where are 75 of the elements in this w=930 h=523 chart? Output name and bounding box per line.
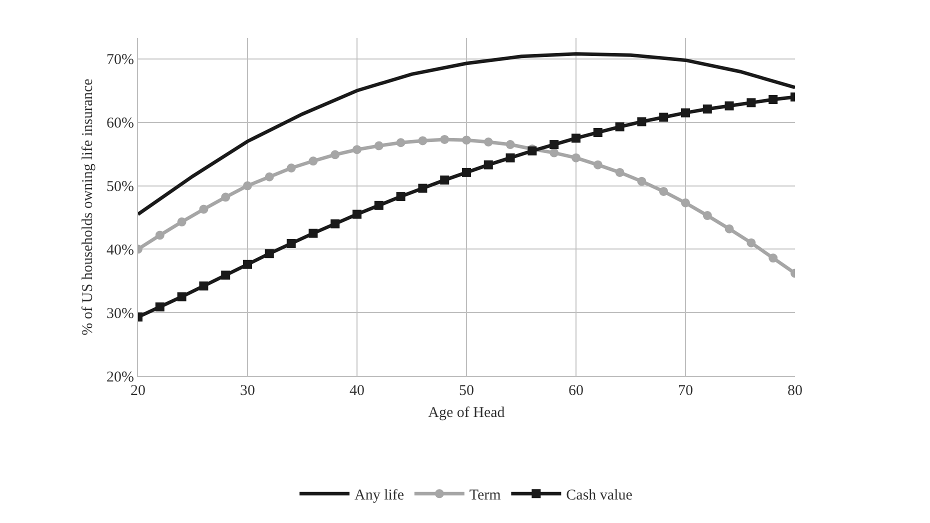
point [659,186,668,196]
x-tick-label: 30 [240,383,255,399]
legend-label: Cash value [566,488,633,504]
point [264,172,274,182]
point [484,160,493,170]
point [681,108,690,118]
point [593,128,602,137]
point [221,192,230,202]
x-tick-label: 50 [459,383,474,399]
x-tick-label: 70 [678,383,693,399]
point [264,249,274,258]
point [221,270,230,280]
point [702,104,712,114]
point [550,140,559,150]
point [330,219,340,228]
point [724,101,734,110]
point [462,136,471,145]
point [637,117,646,126]
point [484,138,493,146]
point [177,292,186,302]
point [286,164,296,172]
point [396,138,406,148]
point [572,134,580,143]
point [440,176,450,185]
point [659,112,668,122]
point [308,156,318,166]
point [462,168,471,177]
legend-label: Any life [354,488,404,504]
line-series [138,52,795,216]
point [418,184,428,193]
point [440,134,450,144]
x-tick-label: 20 [130,383,146,399]
point [702,211,712,220]
y-tick-label: 20% [106,369,134,386]
x-tick-label: 40 [350,383,364,399]
point [286,238,296,248]
x-axis-title: Age of Head [428,405,506,421]
y-axis-title: % of US households owning life insurance [80,78,96,336]
point [243,181,252,190]
point [572,153,580,162]
point [593,160,602,170]
y-tick-label: 40% [106,242,134,258]
point [330,150,340,160]
point [374,141,384,150]
legend-label: Term [469,488,502,504]
point [199,281,208,290]
y-tick-label: 30% [106,306,134,322]
y-tick-label: 60% [106,116,134,132]
point [396,192,406,202]
point [155,230,164,240]
point [506,153,515,162]
point [768,95,778,104]
point [155,302,164,312]
point [177,217,186,226]
point [352,210,362,219]
point [681,198,690,208]
point [746,98,756,108]
x-tick-label: 60 [568,383,584,399]
point [308,228,318,238]
point [352,145,362,154]
point [637,176,646,186]
y-tick-label: 50% [106,179,134,196]
point [615,122,624,132]
point [724,224,734,234]
point [199,204,208,214]
point [615,168,624,177]
x-tick-label: 80 [788,383,802,399]
point [506,140,515,150]
point [550,148,559,158]
point [374,200,384,210]
y-tick-label: 70% [106,52,134,68]
point [418,136,428,146]
point [746,238,756,248]
point [243,260,252,269]
point [768,254,778,263]
